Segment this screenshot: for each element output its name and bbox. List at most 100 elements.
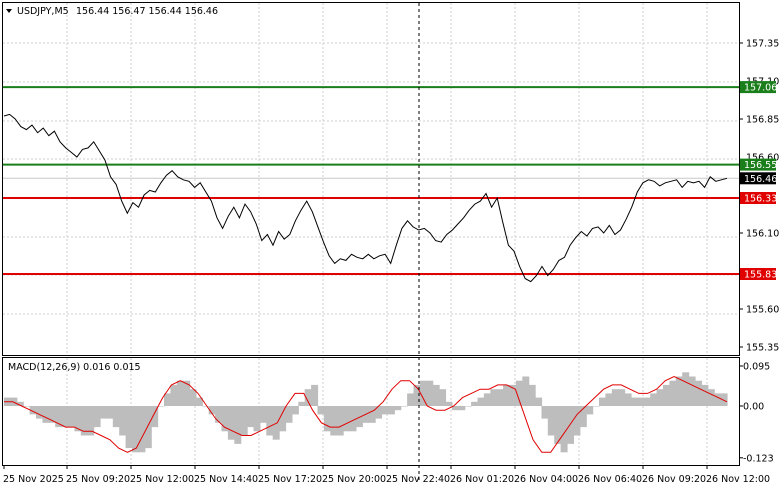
macd-bar bbox=[701, 384, 709, 406]
macd-histogram bbox=[4, 372, 728, 453]
macd-bar bbox=[675, 376, 683, 406]
current-price-tag-label: 156.46 bbox=[744, 174, 777, 185]
macd-bar bbox=[132, 406, 139, 453]
macd-bar bbox=[183, 380, 191, 406]
macd-bar bbox=[650, 393, 658, 406]
macd-bar bbox=[451, 406, 459, 411]
macd-bar bbox=[202, 406, 210, 407]
macd-bar bbox=[349, 406, 357, 432]
macd-bar bbox=[413, 384, 421, 406]
macd-bar bbox=[144, 406, 152, 449]
macd-bar bbox=[541, 406, 549, 419]
macd-bar bbox=[381, 406, 389, 415]
macd-bar bbox=[611, 389, 619, 406]
macd-bar bbox=[669, 380, 677, 406]
macd-signal-line bbox=[4, 375, 728, 453]
macd-bar bbox=[394, 406, 402, 411]
macd-bar bbox=[234, 406, 242, 444]
macd-bar bbox=[215, 406, 223, 423]
macd-bar bbox=[240, 406, 248, 436]
macd-bar bbox=[720, 393, 728, 406]
macd-bar bbox=[42, 406, 50, 423]
time-tick-label: 26 Nov 01:20 bbox=[450, 474, 514, 485]
macd-bar bbox=[528, 384, 536, 406]
macd-bar bbox=[509, 384, 517, 406]
support-resistance-lines bbox=[3, 86, 739, 276]
macd-bar bbox=[656, 389, 664, 406]
macd-bar bbox=[643, 397, 651, 406]
macd-bar bbox=[151, 406, 159, 428]
macd-title: MACD(12,26,9) 0.016 0.015 bbox=[8, 362, 141, 373]
macd-bar bbox=[439, 389, 447, 406]
macd-bar bbox=[375, 406, 383, 419]
macd-bar bbox=[599, 397, 606, 406]
macd-bar bbox=[483, 393, 491, 406]
macd-bar bbox=[573, 406, 581, 436]
macd-bar bbox=[355, 406, 363, 428]
macd-bar bbox=[535, 397, 543, 406]
price-tick-label: 156.85 bbox=[746, 115, 779, 126]
macd-tick-label: 0.00 bbox=[743, 402, 764, 413]
macd-bar bbox=[259, 406, 267, 423]
macd-bar bbox=[663, 384, 670, 406]
macd-bar bbox=[208, 406, 216, 415]
macd-bar bbox=[253, 406, 261, 432]
macd-bar bbox=[515, 380, 523, 406]
macd-bar bbox=[317, 406, 325, 415]
macd-bar bbox=[567, 406, 574, 444]
macd-bar bbox=[400, 406, 408, 407]
macd-bar bbox=[522, 376, 530, 406]
time-tick-label: 25 Nov 20:00 bbox=[322, 474, 386, 485]
time-tick-label: 26 Nov 12:00 bbox=[706, 474, 770, 485]
time-tick-label: 25 Nov 2025 bbox=[3, 474, 64, 485]
macd-bar bbox=[227, 406, 235, 440]
macd-bar bbox=[279, 406, 287, 432]
macd-bar bbox=[93, 406, 101, 428]
macd-bar bbox=[87, 406, 95, 436]
macd-bar bbox=[23, 406, 31, 407]
time-tick-label: 25 Nov 12:00 bbox=[130, 474, 194, 485]
macd-bar bbox=[592, 406, 600, 407]
macd-bar bbox=[304, 389, 312, 406]
macd-bar bbox=[330, 406, 338, 436]
macd-bar bbox=[624, 393, 632, 406]
symbol-label: USDJPY,M5 bbox=[17, 6, 69, 17]
macd-bar bbox=[464, 406, 472, 407]
macd-bar bbox=[707, 389, 715, 406]
current-price-tag-bg bbox=[740, 172, 776, 185]
level-tag-label: 156.33 bbox=[744, 194, 777, 205]
time-tick-label: 26 Nov 04:00 bbox=[514, 474, 578, 485]
macd-bar bbox=[80, 406, 88, 436]
macd-bar bbox=[285, 406, 293, 423]
level-tag-bg bbox=[740, 158, 776, 171]
macd-bar bbox=[503, 384, 511, 406]
triangle-down-icon[interactable] bbox=[6, 9, 12, 13]
macd-bar bbox=[61, 406, 69, 428]
time-axis: 25 Nov 2025 25 Nov 09:20 25 Nov 12:00 25 No… bbox=[3, 465, 770, 485]
macd-bar bbox=[247, 406, 255, 428]
macd-bar bbox=[170, 384, 178, 406]
macd-bar bbox=[579, 406, 587, 428]
macd-bar bbox=[125, 406, 133, 449]
level-price-tags: 157.06 156.55 156.33 155.83 156.46 bbox=[740, 81, 777, 281]
time-tick-label: 25 Nov 22:40 bbox=[386, 474, 450, 485]
macd-bar bbox=[119, 406, 127, 436]
macd-axis: 0.095 0.00 -0.123 bbox=[739, 362, 774, 464]
macd-bar bbox=[637, 397, 645, 406]
macd-bar bbox=[547, 406, 555, 436]
macd-bar bbox=[458, 406, 466, 411]
macd-bar bbox=[586, 406, 594, 415]
time-tick-label: 26 Nov 06:40 bbox=[578, 474, 642, 485]
macd-tick-label: 0.095 bbox=[743, 362, 770, 373]
macd-bar bbox=[189, 389, 197, 406]
macd-bar bbox=[176, 380, 184, 406]
macd-bar bbox=[16, 401, 24, 406]
macd-bar bbox=[164, 393, 171, 406]
macd-bar bbox=[419, 380, 427, 406]
macd-bar bbox=[432, 384, 440, 406]
level-tag-label: 156.55 bbox=[744, 160, 777, 171]
macd-bar bbox=[311, 384, 319, 406]
macd-bar bbox=[682, 372, 690, 406]
macd-bar bbox=[29, 406, 37, 415]
